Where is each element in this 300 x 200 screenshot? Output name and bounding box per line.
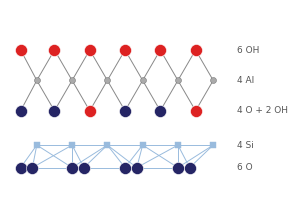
- Point: [18, 109, 23, 112]
- Point: [140, 143, 145, 147]
- Point: [30, 166, 35, 169]
- Text: 6 OH: 6 OH: [237, 46, 259, 55]
- Point: [158, 109, 163, 112]
- Point: [52, 48, 57, 52]
- Text: 6 O: 6 O: [237, 163, 252, 172]
- Point: [140, 79, 145, 82]
- Point: [176, 79, 180, 82]
- Point: [18, 166, 23, 169]
- Point: [105, 79, 110, 82]
- Point: [87, 48, 92, 52]
- Point: [52, 109, 57, 112]
- Point: [34, 79, 39, 82]
- Point: [193, 48, 198, 52]
- Point: [123, 48, 128, 52]
- Point: [176, 166, 180, 169]
- Text: 4 Al: 4 Al: [237, 76, 254, 85]
- Point: [70, 79, 74, 82]
- Point: [176, 143, 180, 147]
- Point: [123, 109, 128, 112]
- Point: [193, 109, 198, 112]
- Point: [158, 48, 163, 52]
- Point: [211, 143, 216, 147]
- Point: [187, 166, 192, 169]
- Point: [105, 143, 110, 147]
- Point: [34, 143, 39, 147]
- Point: [123, 166, 128, 169]
- Text: 4 O + 2 OH: 4 O + 2 OH: [237, 106, 288, 115]
- Point: [18, 48, 23, 52]
- Point: [211, 79, 216, 82]
- Point: [70, 143, 74, 147]
- Point: [70, 166, 74, 169]
- Point: [134, 166, 139, 169]
- Point: [82, 166, 86, 169]
- Point: [87, 109, 92, 112]
- Text: 4 Si: 4 Si: [237, 141, 254, 150]
